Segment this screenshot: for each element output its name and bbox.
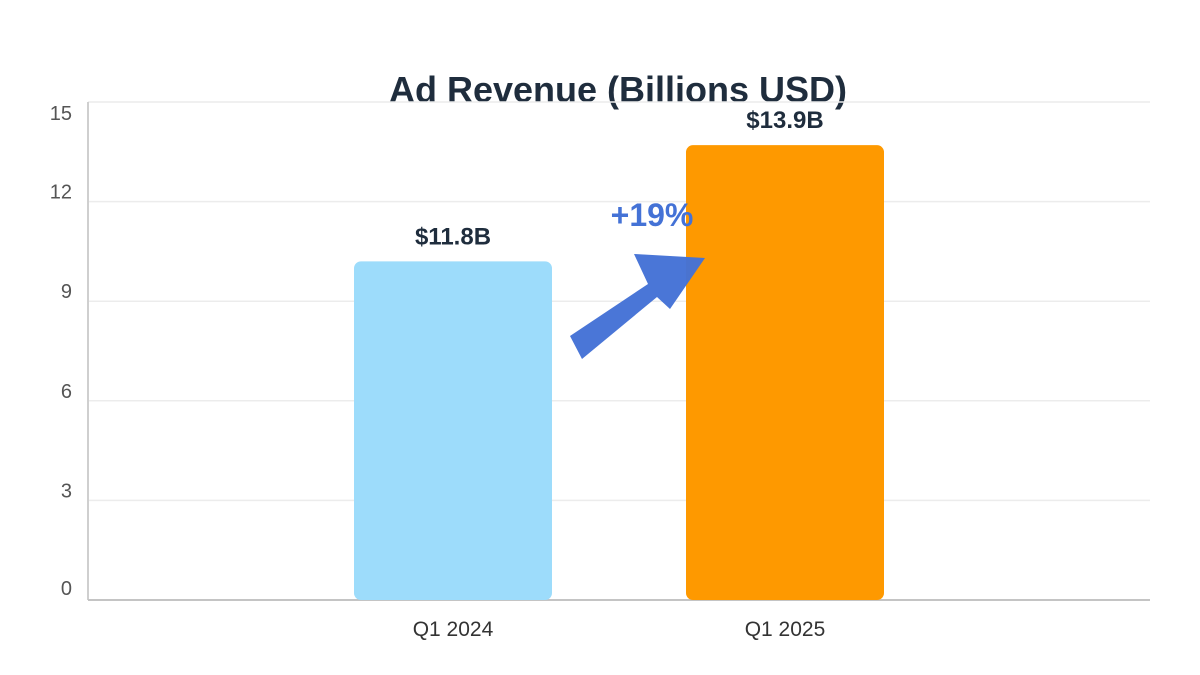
- y-tick-label: 3: [61, 480, 72, 502]
- arrow-up-right-icon: [570, 254, 705, 359]
- chart-title: Ad Revenue (Billions USD): [389, 69, 847, 110]
- y-tick-label: 15: [50, 103, 72, 125]
- y-tick-label: 0: [61, 578, 72, 600]
- bar: [686, 145, 884, 600]
- data-label: $13.9B: [746, 107, 823, 134]
- y-tick-label: 12: [50, 182, 72, 204]
- growth-annotation: +19%: [611, 197, 694, 233]
- bar: [354, 261, 552, 600]
- y-tick-label: 6: [61, 381, 72, 403]
- x-tick-label: Q1 2025: [745, 618, 826, 641]
- y-tick-label: 9: [61, 281, 72, 303]
- data-label: $11.8B: [415, 223, 491, 250]
- x-tick-label: Q1 2024: [413, 618, 494, 641]
